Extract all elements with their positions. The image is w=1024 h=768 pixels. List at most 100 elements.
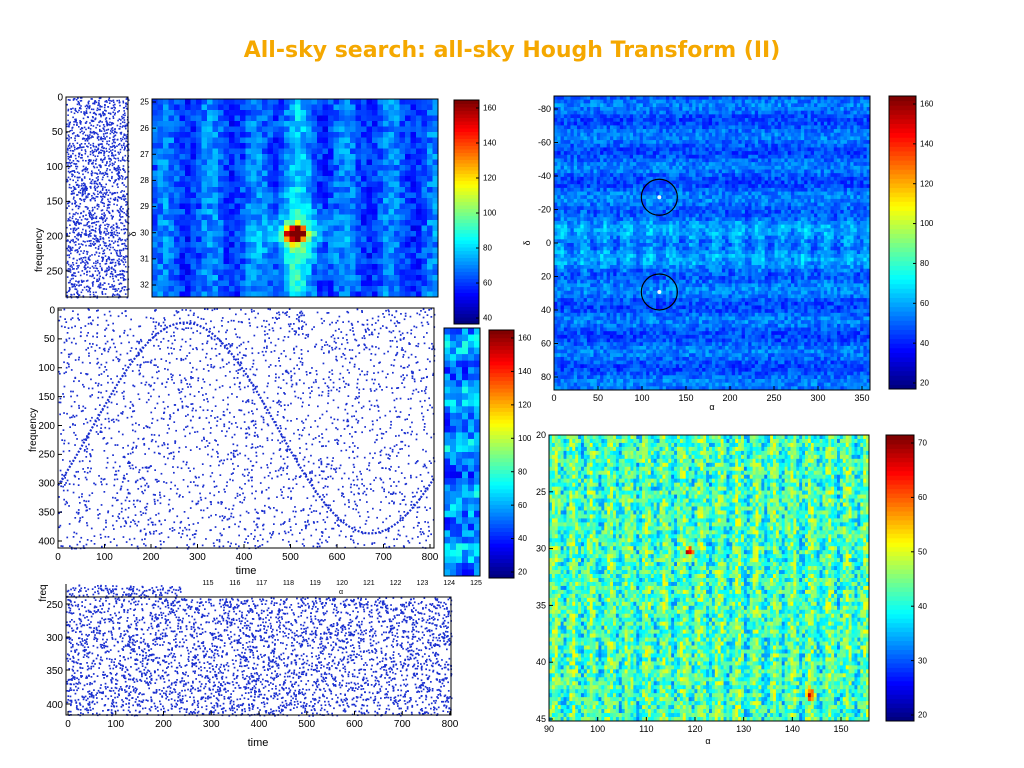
y-tick-label: 200 [38, 421, 55, 432]
x-tick-label: 300 [203, 719, 220, 730]
peakmap-top-dots [66, 97, 130, 299]
y-tick-label: 40 [536, 657, 546, 667]
x-tick-label: 119 [310, 580, 321, 587]
x-tick-label: 800 [442, 719, 459, 730]
x-tick-label: 0 [55, 552, 61, 563]
y-tick-label: 400 [38, 536, 55, 547]
x-tick-label: 600 [329, 552, 346, 563]
colorbar-tick-label: 20 [518, 568, 527, 577]
x-tick-label: 50 [593, 393, 603, 403]
y-tick-label: 35 [536, 600, 546, 610]
candidate-peak [657, 195, 661, 199]
peakmap-sinusoid-dots [58, 308, 435, 550]
x-tick-label: 100 [96, 552, 113, 563]
y-tick-label: 50 [52, 127, 64, 138]
colorbar-strip [489, 330, 514, 579]
y-axis-label: frequency [34, 228, 45, 272]
x-tick-label: 118 [283, 580, 294, 587]
colorbar-tick-label: 80 [483, 244, 492, 253]
y-tick-label: 250 [38, 450, 55, 461]
x-tick-label: 500 [298, 719, 315, 730]
y-tick-label: -20 [538, 205, 551, 215]
y-tick-label: 29 [140, 202, 149, 211]
y-tick-label: 27 [140, 150, 149, 159]
colorbar-tick-label: 40 [920, 339, 929, 348]
colorbar-tick-label: 100 [483, 209, 497, 218]
x-tick-label: 400 [251, 719, 268, 730]
hough-zoom-small-map [152, 99, 438, 297]
colorbar-tick-label: 60 [518, 501, 527, 510]
x-tick-label: 90 [544, 724, 554, 734]
x-tick-label: 400 [236, 552, 253, 563]
colorbar-tick-label: 120 [518, 401, 532, 410]
y-tick-label: 100 [46, 162, 63, 173]
y-tick-label: 50 [44, 334, 56, 345]
y-tick-label: 150 [38, 392, 55, 403]
x-axis-label: α [705, 736, 710, 746]
y-tick-label: -80 [538, 104, 551, 114]
y-tick-label: 32 [140, 281, 149, 290]
x-tick-label: 110 [639, 724, 653, 734]
x-tick-label: 800 [422, 552, 439, 563]
x-tick-label: 200 [155, 719, 172, 730]
colorbar-tick-label: 20 [920, 379, 929, 388]
x-tick-label: 100 [634, 393, 649, 403]
x-tick-label: 600 [346, 719, 363, 730]
candidate-peak [657, 290, 661, 294]
y-tick-label: 0 [546, 238, 551, 248]
x-tick-label: 250 [766, 393, 781, 403]
y-tick-label: 0 [49, 305, 55, 316]
y-tick-label: 400 [46, 700, 63, 711]
y-tick-label: 350 [46, 666, 63, 677]
colorbar-zoom-large [886, 435, 914, 722]
x-tick-label: 123 [417, 580, 429, 587]
y-tick-label: 30 [536, 544, 546, 554]
y-tick-label: 45 [536, 714, 546, 724]
colorbar-tick-label: 120 [483, 174, 497, 183]
y-tick-label: 31 [140, 255, 149, 264]
y-tick-label: 350 [38, 507, 55, 518]
x-tick-label: 120 [336, 580, 348, 587]
x-tick-label: 130 [736, 724, 751, 734]
colorbar-tick-label: 80 [518, 467, 527, 476]
y-axis-label: frequency [28, 408, 39, 452]
y-tick-label: 0 [57, 92, 63, 103]
colorbar-tick-label: 50 [918, 547, 927, 556]
x-tick-label: 700 [375, 552, 392, 563]
colorbar-tick-label: 60 [920, 299, 929, 308]
colorbar-tick-label: 120 [920, 179, 934, 188]
y-tick-label: 60 [541, 339, 551, 349]
y-tick-label: 26 [140, 124, 149, 133]
y-axis-label: δ [128, 231, 138, 236]
colorbar-tick-label: 160 [920, 100, 934, 109]
y-tick-label: 40 [541, 305, 551, 315]
x-tick-label: 200 [143, 552, 160, 563]
x-tick-label: 150 [833, 724, 848, 734]
x-tick-label: 116 [229, 580, 240, 587]
x-tick-label: 300 [189, 552, 206, 563]
colorbar-tick-label: 60 [483, 279, 492, 288]
x-tick-label: 120 [687, 724, 702, 734]
x-tick-label: 125 [470, 580, 482, 587]
x-tick-label: 700 [394, 719, 411, 730]
y-tick-label: 150 [46, 197, 63, 208]
x-tick-label: 200 [722, 393, 737, 403]
colorbar-tick-label: 60 [918, 493, 927, 502]
y-tick-label: 300 [46, 633, 63, 644]
signal-track-line [58, 323, 434, 534]
y-tick-label: 100 [38, 363, 55, 374]
x-tick-label: 100 [590, 724, 605, 734]
y-tick-label: 28 [140, 176, 149, 185]
colorbar-tick-label: 40 [918, 602, 927, 611]
x-tick-label: 140 [785, 724, 800, 734]
x-tick-label: 122 [390, 580, 402, 587]
colorbar-tick-label: 40 [483, 314, 492, 323]
y-tick-label: 25 [536, 487, 546, 497]
colorbar-allsky [889, 96, 916, 390]
colorbar-tick-label: 160 [518, 334, 532, 343]
colorbar-tick-label: 140 [518, 367, 532, 376]
y-tick-label: -60 [538, 138, 551, 148]
x-tick-label: 300 [810, 393, 825, 403]
